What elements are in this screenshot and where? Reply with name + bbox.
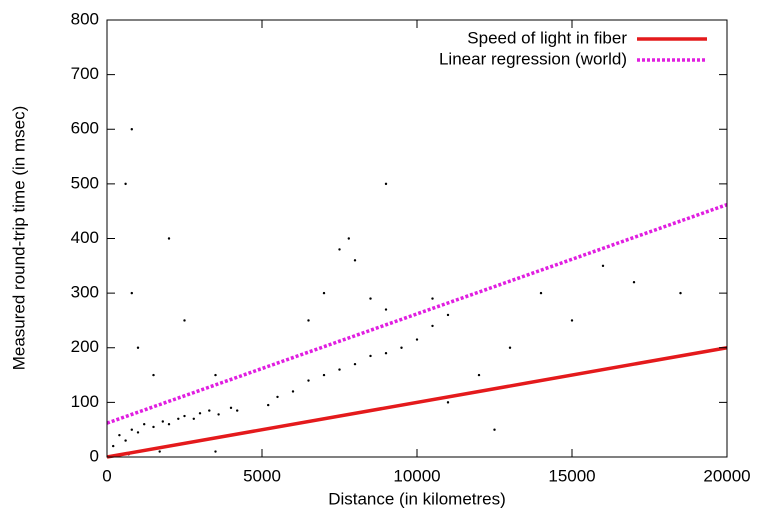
data-point bbox=[236, 409, 239, 412]
data-point bbox=[192, 417, 195, 420]
data-point bbox=[208, 409, 211, 412]
y-tick-label: 200 bbox=[71, 337, 99, 356]
x-tick-label: 0 bbox=[102, 466, 111, 485]
data-point bbox=[136, 346, 140, 349]
y-tick-label: 600 bbox=[71, 119, 99, 138]
x-tick-label: 5000 bbox=[243, 466, 281, 485]
data-point bbox=[167, 423, 171, 426]
data-point bbox=[384, 182, 388, 186]
data-point bbox=[291, 390, 295, 393]
data-point bbox=[384, 308, 388, 311]
data-point bbox=[136, 431, 140, 434]
data-point bbox=[338, 248, 341, 251]
data-point bbox=[124, 439, 127, 442]
y-axis-title: Measured round-trip time (in msec) bbox=[9, 106, 28, 371]
legend-label: Speed of light in fiber bbox=[467, 28, 627, 47]
data-point bbox=[353, 259, 357, 262]
data-point bbox=[679, 291, 682, 295]
data-point bbox=[152, 373, 155, 377]
data-point bbox=[369, 297, 372, 300]
x-tick-label: 20000 bbox=[703, 466, 750, 485]
data-point bbox=[214, 450, 217, 453]
data-point bbox=[152, 425, 155, 429]
data-point bbox=[338, 368, 341, 371]
data-point bbox=[229, 406, 233, 410]
y-tick-label: 400 bbox=[71, 228, 99, 247]
data-point bbox=[632, 281, 636, 284]
data-point bbox=[477, 373, 481, 377]
data-point bbox=[322, 291, 326, 295]
data-point bbox=[130, 128, 133, 131]
data-point bbox=[353, 362, 357, 366]
x-axis-title: Distance (in kilometres) bbox=[328, 489, 506, 508]
y-tick-label: 700 bbox=[71, 64, 99, 83]
data-point bbox=[446, 401, 450, 404]
data-point bbox=[143, 423, 146, 426]
data-point bbox=[415, 338, 419, 341]
data-point bbox=[161, 420, 164, 423]
line bbox=[106, 346, 728, 459]
data-point bbox=[276, 395, 279, 399]
data-point bbox=[267, 403, 270, 407]
data-point bbox=[508, 346, 512, 349]
data-point bbox=[601, 264, 605, 268]
plot-frame bbox=[106, 19, 728, 458]
data-point bbox=[347, 237, 350, 240]
data-point bbox=[118, 433, 121, 437]
data-point bbox=[183, 319, 186, 322]
data-point bbox=[183, 414, 186, 418]
data-point bbox=[369, 354, 372, 358]
data-point bbox=[384, 352, 388, 355]
data-point bbox=[167, 237, 171, 240]
data-point bbox=[307, 379, 310, 382]
data-point bbox=[124, 182, 127, 186]
data-point bbox=[570, 319, 574, 322]
data-point bbox=[214, 373, 217, 377]
y-tick-label: 100 bbox=[71, 392, 99, 411]
data-point bbox=[539, 291, 543, 295]
data-point bbox=[217, 413, 220, 416]
x-tick-label: 10000 bbox=[393, 466, 440, 485]
data-point bbox=[177, 417, 180, 420]
data-point bbox=[431, 297, 434, 300]
y-tick-label: 500 bbox=[71, 173, 99, 192]
data-point bbox=[446, 313, 450, 317]
y-tick-label: 800 bbox=[71, 9, 99, 28]
data-point bbox=[400, 346, 403, 349]
data-point bbox=[112, 444, 115, 448]
y-tick-label: 0 bbox=[90, 446, 99, 465]
data-point bbox=[130, 428, 133, 431]
x-tick-label: 15000 bbox=[548, 466, 595, 485]
y-tick-label: 300 bbox=[71, 283, 99, 302]
line bbox=[106, 202, 728, 425]
data-point bbox=[307, 319, 310, 322]
data-point bbox=[158, 450, 161, 453]
data-point bbox=[130, 291, 133, 295]
data-point bbox=[322, 373, 326, 377]
data-point bbox=[431, 324, 434, 328]
data-point bbox=[198, 412, 202, 415]
legend-label: Linear regression (world) bbox=[439, 49, 627, 68]
data-point bbox=[493, 428, 496, 431]
